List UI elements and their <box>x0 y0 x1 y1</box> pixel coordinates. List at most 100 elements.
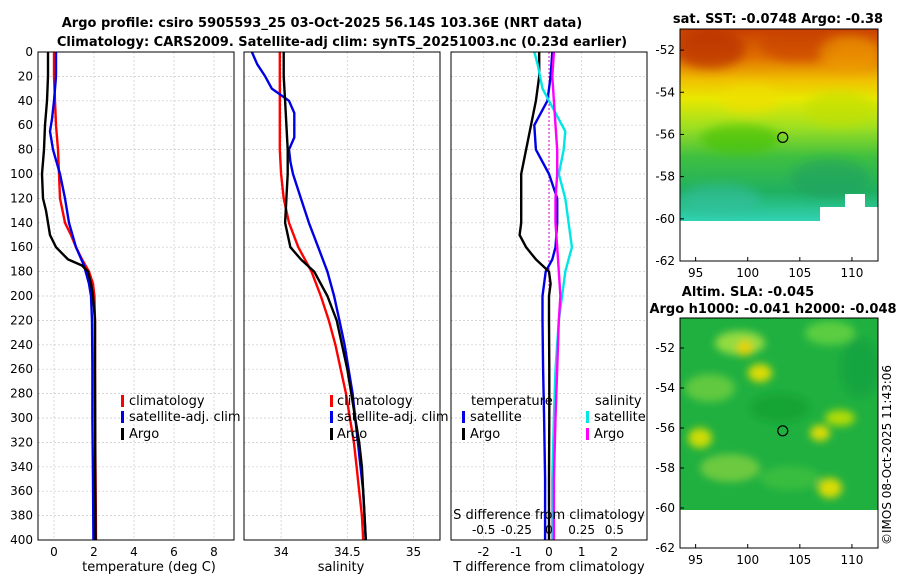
figure-title-line1: Argo profile: csiro 5905593_25 03-Oct-20… <box>62 16 583 31</box>
s-tick-label: 0 <box>545 523 553 537</box>
series-line-temperature-satellite <box>533 51 559 540</box>
x-tick-label: -1 <box>510 545 522 559</box>
sst-heatmap <box>680 29 878 261</box>
legend-swatch-t-argo <box>462 428 465 440</box>
depth-tick-label: 400 <box>10 533 33 547</box>
depth-tick-label: 160 <box>10 240 33 254</box>
legend-satellite: satellite-adj. clim <box>129 410 241 425</box>
map-y-tick-label: -58 <box>655 461 675 475</box>
sst-map-title: sat. SST: -0.0748 Argo: -0.38 <box>673 12 883 27</box>
map-y-tick-label: -54 <box>655 381 675 395</box>
map-y-tick-label: -58 <box>655 170 675 184</box>
depth-ticks: 0 20 40 60 80 100 120 140 160 180 200 220 240 260 280 3… <box>10 45 33 547</box>
salinity-panel: 34 34.5 35 salinity climatology satellite-… <box>243 51 449 575</box>
legend-s-satellite: satellite <box>594 410 646 425</box>
salinity-grid <box>244 51 440 541</box>
legend-swatch-satellite <box>330 411 333 423</box>
map-x-tick-label: 105 <box>788 266 811 280</box>
salinity-difference-ticks: -0.5 -0.25 0 0.25 0.5 <box>472 523 624 537</box>
figure-title-line2: Climatology: CARS2009. Satellite-adj cli… <box>57 35 627 50</box>
depth-tick-label: 120 <box>10 191 33 205</box>
depth-tick-label: 320 <box>10 435 33 449</box>
temperature-xticks: 0 2 4 6 8 <box>50 545 218 559</box>
salinity-xlabel: salinity <box>318 560 365 575</box>
depth-tick-label: 380 <box>10 509 33 523</box>
difference-axes-frame <box>450 51 648 541</box>
x-tick-label: 8 <box>210 545 218 559</box>
s-tick-label: 0.5 <box>605 523 624 537</box>
depth-tick-label: 20 <box>18 69 33 83</box>
map-x-tick-label: 100 <box>736 553 759 567</box>
t-difference-xlabel: T difference from climatology <box>452 560 645 575</box>
map-y-tick-label: -62 <box>655 541 675 555</box>
salinity-axes-frame <box>243 51 441 541</box>
depth-tick-label: 240 <box>10 338 33 352</box>
series-line-climatology <box>278 52 365 541</box>
salinity-lines <box>250 51 367 541</box>
map-y-tick-label: -62 <box>655 254 675 268</box>
sst-missing-patch <box>820 207 878 227</box>
depth-tick-label: 280 <box>10 387 33 401</box>
temperature-panel: 0 2 4 6 8 0 20 40 60 80 100 120 140 160 180 200 220 240 2… <box>10 45 241 575</box>
x-tick-label: 4 <box>130 545 138 559</box>
s-difference-xlabel: S difference from climatology <box>453 508 645 523</box>
s-tick-label: 0.25 <box>568 523 595 537</box>
imos-credit: ©IMOS 08-Oct-2025 11:43:06 <box>880 365 894 545</box>
depth-tick-label: 200 <box>10 289 33 303</box>
legend-climatology: climatology <box>129 394 205 409</box>
x-tick-label: 2 <box>611 545 619 559</box>
depth-tick-label: 140 <box>10 216 33 230</box>
sst-missing-patch <box>845 194 865 209</box>
sst-texture <box>680 29 878 214</box>
sla-heatmap <box>680 318 878 510</box>
legend-swatch-climatology <box>121 395 124 407</box>
legend-swatch-climatology <box>330 395 333 407</box>
temperature-xlabel: temperature (deg C) <box>82 560 216 575</box>
difference-panel: -2 -1 0 1 2 -0.5 -0.25 0 0.25 0.5 S difference f… <box>450 51 648 575</box>
legend-s-argo: Argo <box>594 427 624 442</box>
difference-legend: temperature satellite Argo salinity sate… <box>462 394 646 442</box>
depth-tick-label: 60 <box>18 118 33 132</box>
depth-tick-label: 180 <box>10 265 33 279</box>
series-line-argo <box>40 52 97 541</box>
salinity-legend: climatology satellite-adj. clim Argo <box>330 394 449 442</box>
legend-swatch-t-satellite <box>462 411 465 423</box>
depth-tick-label: 220 <box>10 313 33 327</box>
legend-climatology: climatology <box>337 394 413 409</box>
legend-t-argo: Argo <box>470 427 500 442</box>
temperature-grid <box>38 51 234 541</box>
depth-tick-label: 260 <box>10 362 33 376</box>
map-y-tick-label: -56 <box>655 127 675 141</box>
legend-swatch-s-satellite <box>586 411 589 423</box>
map-y-tick-label: -52 <box>655 341 675 355</box>
x-tick-label: 1 <box>578 545 586 559</box>
map-y-tick-label: -60 <box>655 501 675 515</box>
series-line-satellite-adj-clim <box>48 52 95 541</box>
x-tick-label: 6 <box>170 545 178 559</box>
depth-tick-label: 80 <box>18 143 33 157</box>
x-tick-label: 0 <box>50 545 58 559</box>
temperature-lines <box>40 52 98 541</box>
x-tick-label: 0 <box>545 545 553 559</box>
x-tick-label: 34 <box>273 545 288 559</box>
map-y-tick-label: -52 <box>655 43 675 57</box>
x-tick-label: 2 <box>90 545 98 559</box>
map-x-tick-label: 95 <box>688 266 703 280</box>
sla-texture <box>685 321 878 498</box>
sla-map-panel: Altim. SLA: -0.045 Argo h1000: -0.041 h2… <box>649 285 896 567</box>
map-y-tick-label: -56 <box>655 421 675 435</box>
series-line-argo <box>282 52 367 541</box>
sla-map-frame <box>679 317 879 549</box>
series-line-satellite-adj-clim <box>250 51 367 541</box>
map-y-tick-label: -54 <box>655 85 675 99</box>
legend-swatch-s-argo <box>586 428 589 440</box>
legend-swatch-argo <box>330 428 333 440</box>
temperature-axes-frame <box>37 51 235 541</box>
map-x-tick-label: 110 <box>840 266 863 280</box>
s-tick-label: -0.25 <box>501 523 532 537</box>
map-x-tick-label: 100 <box>736 266 759 280</box>
legend-temperature-header: temperature <box>471 394 553 409</box>
x-tick-label: 35 <box>406 545 421 559</box>
legend-t-satellite: satellite <box>470 410 522 425</box>
series-line-temperature-argo <box>518 52 552 540</box>
